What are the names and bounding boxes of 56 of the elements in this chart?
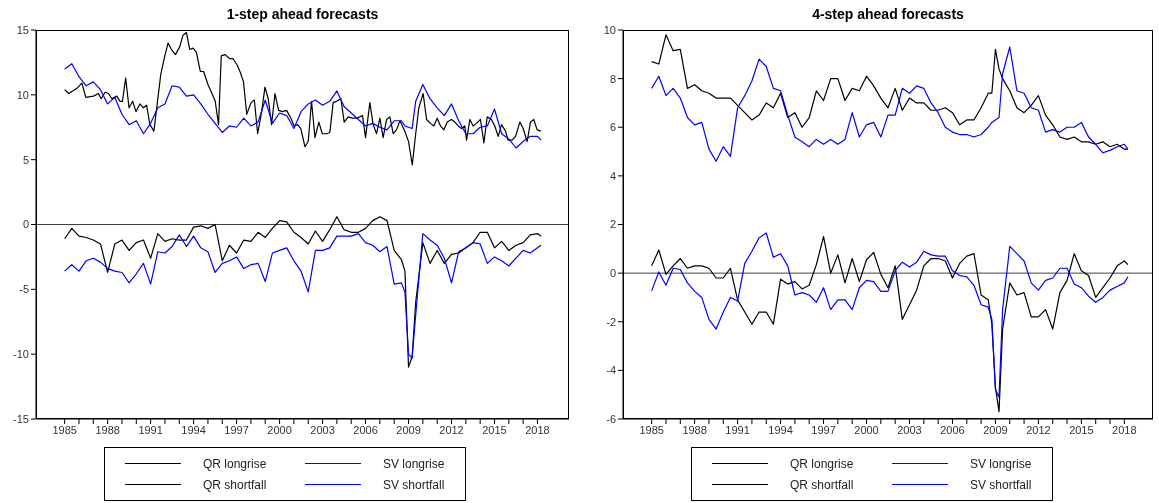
y-tick-label: 6 xyxy=(609,121,616,134)
line-series xyxy=(64,31,542,166)
x-tick-label: 2015 xyxy=(482,423,507,436)
legend-label: QR shortfall xyxy=(203,477,267,492)
line-series xyxy=(64,232,542,359)
legend-label: SV shortfall xyxy=(383,477,445,492)
x-tick-label: 1991 xyxy=(725,423,750,436)
x-tick-label: 1994 xyxy=(181,423,206,436)
line-series xyxy=(64,216,542,368)
x-tick-label: 2000 xyxy=(854,423,879,436)
legend-label: QR longrise xyxy=(203,456,267,471)
x-tick-label: 1997 xyxy=(811,423,836,436)
y-tick-label: -2 xyxy=(606,315,616,328)
x-tick-label: 2018 xyxy=(1112,423,1137,436)
chart-title: 1-step ahead forecasts xyxy=(225,6,380,22)
legend-label: QR longrise xyxy=(790,456,854,471)
legend-label: SV longrise xyxy=(970,456,1032,471)
x-tick-label: 2003 xyxy=(310,423,335,436)
x-tick-label: 2006 xyxy=(353,423,378,436)
y-tick-label: 4 xyxy=(609,169,616,182)
y-tick-label: 8 xyxy=(609,72,616,85)
y-tick-label: -6 xyxy=(606,412,616,425)
y-tick-label: 5 xyxy=(22,153,29,166)
y-tick-label: 2 xyxy=(609,218,616,231)
x-tick-label: 1985 xyxy=(52,423,77,436)
x-tick-label: 1988 xyxy=(682,423,707,436)
x-tick-label: 2012 xyxy=(1026,423,1051,436)
x-tick-label: 2012 xyxy=(439,423,464,436)
y-tick-label: -5 xyxy=(19,283,29,296)
line-series xyxy=(651,46,1129,162)
y-tick-label: -15 xyxy=(13,412,29,425)
x-tick-label: 1994 xyxy=(768,423,793,436)
y-tick-label: 0 xyxy=(609,267,616,280)
legend-label: SV shortfall xyxy=(970,477,1032,492)
line-series xyxy=(651,34,1129,150)
x-tick-label: 2009 xyxy=(983,423,1008,436)
y-tick-label: 10 xyxy=(16,88,29,101)
y-tick-label: -10 xyxy=(13,348,29,361)
x-tick-label: 1997 xyxy=(224,423,249,436)
y-tick-label: 15 xyxy=(16,23,29,36)
y-tick-label: -4 xyxy=(606,364,616,377)
x-tick-label: 1985 xyxy=(639,423,664,436)
legend-label: SV longrise xyxy=(383,456,445,471)
x-tick-label: 2009 xyxy=(396,423,421,436)
line-series xyxy=(64,63,542,149)
y-tick-label: 10 xyxy=(603,23,616,36)
x-tick-label: 2018 xyxy=(525,423,550,436)
legend-label: QR shortfall xyxy=(790,477,854,492)
x-tick-label: 2000 xyxy=(267,423,292,436)
x-tick-label: 2003 xyxy=(897,423,922,436)
x-tick-label: 2006 xyxy=(940,423,965,436)
x-tick-label: 1991 xyxy=(138,423,163,436)
x-tick-label: 2015 xyxy=(1069,423,1094,436)
x-tick-label: 1988 xyxy=(95,423,120,436)
y-tick-label: 0 xyxy=(22,218,29,231)
chart-title: 4-step ahead forecasts xyxy=(811,6,965,22)
